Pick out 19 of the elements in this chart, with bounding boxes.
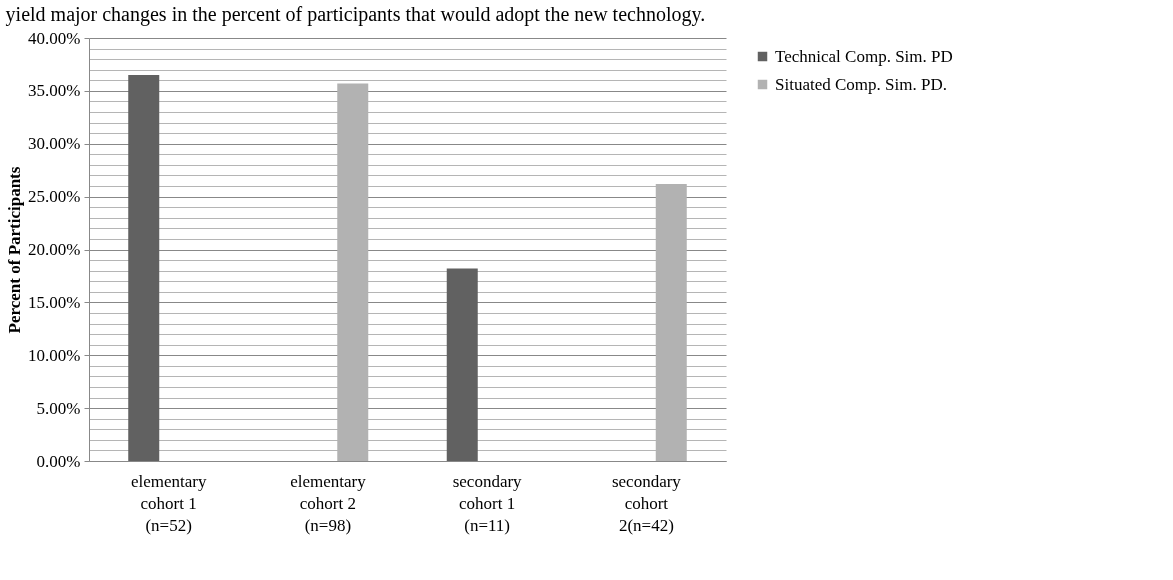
y-tick-label: 40.00%: [28, 28, 81, 48]
x-tick-label: elementary cohort 2 (n=98): [290, 471, 367, 535]
x-tick-label: secondary cohort 1 (n=11): [452, 471, 523, 535]
y-tick-label: 10.00%: [28, 345, 81, 365]
y-tick-label: 30.00%: [28, 134, 81, 154]
y-tick-label: 5.00%: [36, 398, 81, 418]
y-tick-label: 35.00%: [28, 81, 81, 101]
bar: [128, 75, 160, 461]
text: yield major changes in the percent of participants that would adopt the new technology.: [5, 3, 706, 26]
y-tick-label: 20.00%: [28, 240, 81, 259]
y-tick-label: 0.00%: [36, 451, 81, 471]
x-tick-label: secondary cohort 2(n=42): [611, 471, 682, 535]
legend-label: Situated Comp. Sim. PD.: [775, 74, 947, 94]
y-tick-label: 15.00%: [28, 292, 81, 312]
y-axis-title: Percent of Participants: [5, 166, 25, 334]
bar: [446, 268, 478, 461]
legend-label: Technical Comp. Sim. PD: [775, 46, 953, 66]
x-tick-label: elementary cohort 1 (n=52): [130, 471, 207, 535]
y-tick-label: 25.00%: [28, 187, 81, 207]
